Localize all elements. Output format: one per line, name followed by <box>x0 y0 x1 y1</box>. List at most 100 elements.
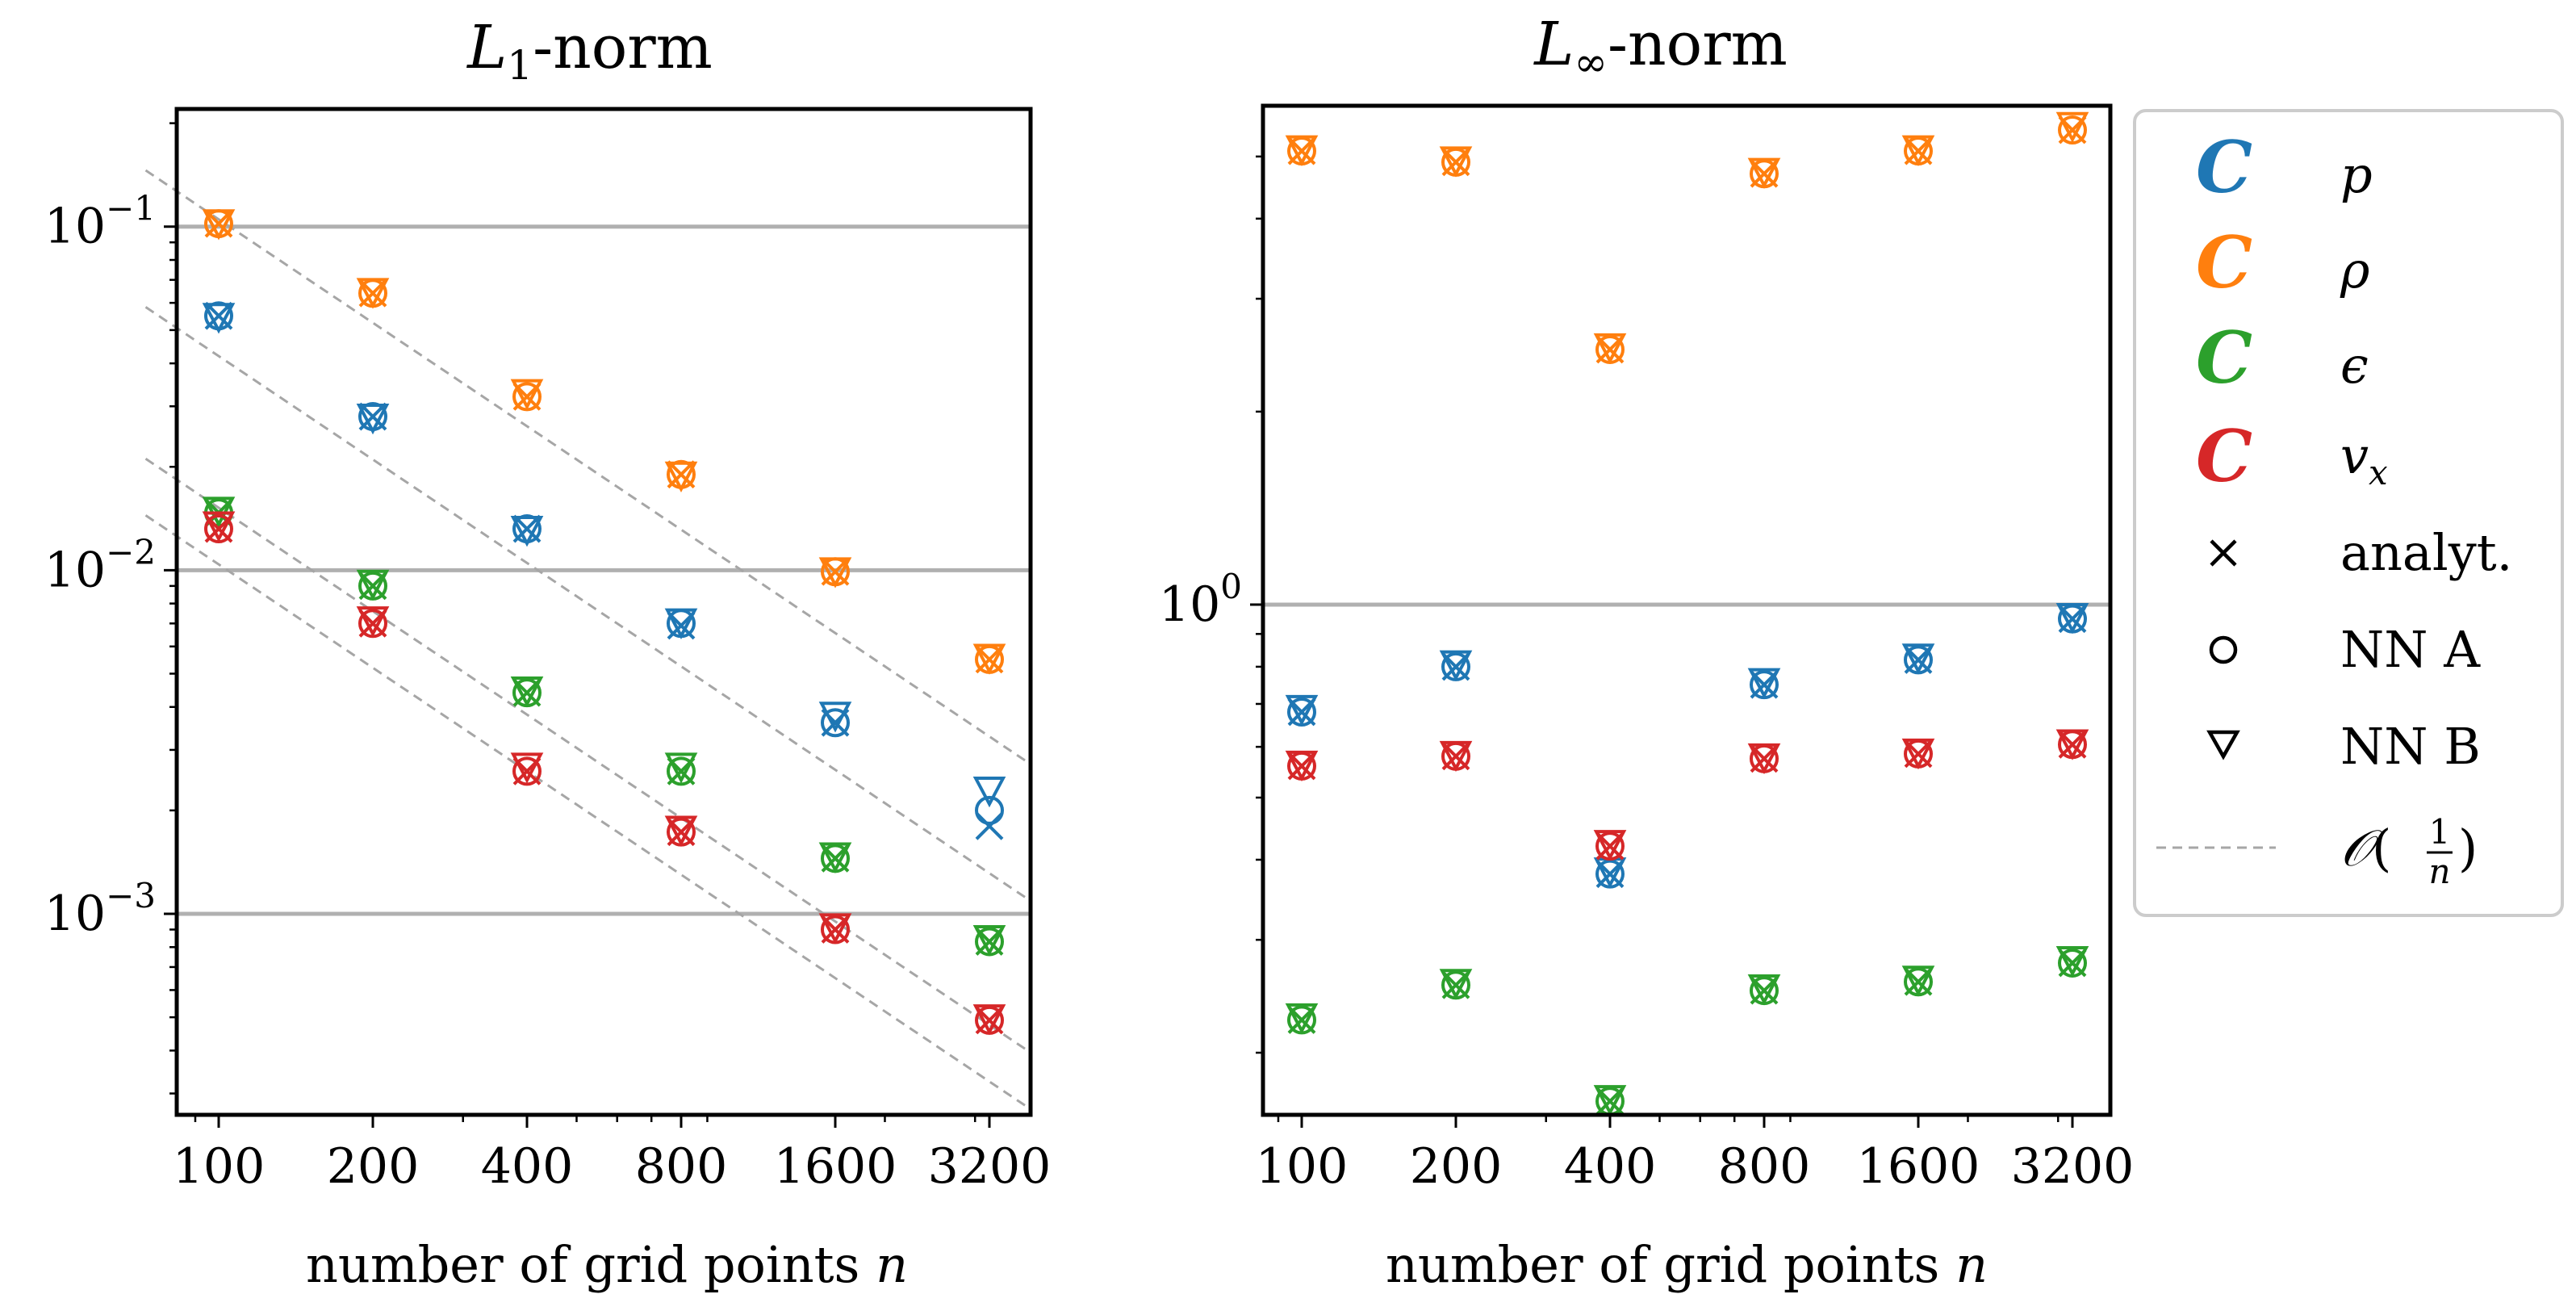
x-tick-label-1: 200 <box>1410 1138 1503 1195</box>
marker-nn-b-v_x-400 <box>510 752 544 784</box>
marker-nn-b-v_x-400 <box>1593 830 1627 861</box>
reference-line-3 <box>144 514 1031 1111</box>
marker-nn-b-p-1600 <box>1901 643 1935 675</box>
marker-nn-b-p-200 <box>1439 650 1473 681</box>
marker-nn-b-p-3200 <box>2055 603 2089 635</box>
marker-nn-b-v_x-3200 <box>972 1004 1006 1036</box>
y-tick-label-1: 10−2 <box>44 532 156 598</box>
marker-nn-a-v_x-400 <box>512 756 542 786</box>
marker-nn-b-v_x-100 <box>202 511 236 542</box>
legend-label-analyt: analyt. <box>2340 523 2512 582</box>
legend-label-nn-a: NN A <box>2340 620 2481 679</box>
marker-nn-b-epsilon-400 <box>510 676 544 708</box>
legend-swatch-epsilon: C <box>2196 316 2252 400</box>
marker-nn-b-v_x-1600 <box>1901 738 1935 770</box>
marker-nn-b-epsilon-200 <box>356 569 390 601</box>
x-tick-label-4: 1600 <box>774 1138 897 1195</box>
series-epsilon <box>1285 945 2089 1116</box>
legend-entry-reference: 𝒪( 1 n ) <box>2156 812 2478 891</box>
legend-marker-triangle-icon <box>2206 730 2240 760</box>
legend-marker-circle-icon <box>2209 635 2238 664</box>
marker-nn-a-epsilon-800 <box>667 756 696 786</box>
marker-nn-b-rho-400 <box>510 379 544 410</box>
legend-close-paren: ) <box>2458 819 2478 877</box>
marker-nn-b-v_x-200 <box>356 606 390 638</box>
marker-nn-b-rho-200 <box>1439 146 1473 178</box>
legend-entry-rho: C ρ <box>2196 220 2369 304</box>
marker-nn-b-v_x-800 <box>664 815 698 847</box>
marker-nn-b-epsilon-100 <box>202 496 236 528</box>
marker-nn-b-v_x-100 <box>1285 750 1319 782</box>
marker-nn-b-p-400 <box>510 516 544 547</box>
legend-swatch-rho: C <box>2196 220 2252 304</box>
marker-nn-b-rho-800 <box>664 461 698 492</box>
marker-nn-b-epsilon-3200 <box>972 925 1006 957</box>
x-tick-label-1: 200 <box>327 1138 420 1195</box>
x-tick-label-0: 100 <box>1256 1138 1349 1195</box>
series-rho <box>202 209 1006 675</box>
marker-nn-b-p-200 <box>356 404 390 435</box>
axes-frame <box>1261 103 2113 1117</box>
series-v_x <box>1285 729 2089 861</box>
marker-nn-b-v_x-800 <box>1747 743 1781 775</box>
legend-entry-p: C p <box>2196 125 2373 209</box>
legend-label-reference: 𝒪( <box>2340 819 2391 877</box>
marker-nn-b-epsilon-1600 <box>818 842 852 873</box>
linf-title: L∞-norm <box>1533 10 1788 86</box>
marker-nn-b-epsilon-1600 <box>1901 965 1935 997</box>
legend-label-nn-b: NN B <box>2340 717 2481 776</box>
marker-nn-a-p-1600 <box>821 708 850 738</box>
marker-nn-b-epsilon-100 <box>1285 1003 1319 1035</box>
y-tick-label-0: 10−1 <box>44 189 156 255</box>
legend-marker-x-icon <box>2210 539 2237 567</box>
y-tick-label-0: 100 <box>1159 567 1242 633</box>
marker-nn-b-v_x-1600 <box>818 913 852 945</box>
legend-frac-den: n <box>2428 852 2450 891</box>
linf-xlabel: number of grid points n <box>1386 1235 1988 1294</box>
linf-norm-panel: L∞-norm 100 200 400 800 1600 3200 100 number o… <box>1159 10 2134 1294</box>
legend-entry-epsilon: C ϵ <box>2196 316 2369 400</box>
marker-nn-b-p-800 <box>1747 668 1781 699</box>
x-tick-label-4: 1600 <box>1857 1138 1980 1195</box>
marker-nn-b-epsilon-200 <box>1439 969 1473 1000</box>
legend-label-vx: vx <box>2340 426 2388 492</box>
series-rho <box>1285 111 2089 365</box>
marker-nn-b-epsilon-800 <box>664 752 698 784</box>
marker-nn-b-rho-200 <box>356 278 390 309</box>
marker-nn-b-epsilon-400 <box>1593 1085 1627 1116</box>
y-tick-label-2: 10−3 <box>44 876 156 942</box>
legend-label-rho: ρ <box>2340 241 2369 299</box>
marker-nn-b-epsilon-3200 <box>2055 945 2089 978</box>
marker-nn-b-p-100 <box>1285 694 1319 727</box>
marker-nn-b-rho-3200 <box>972 643 1006 675</box>
legend-entry-nn-a: NN A <box>2209 620 2481 679</box>
legend-entry-analyt: analyt. <box>2210 523 2512 582</box>
axes-frame <box>174 107 1033 1117</box>
l1-title: L1-norm <box>466 13 713 89</box>
marker-nn-b-rho-100 <box>1285 135 1319 166</box>
reference-line-1 <box>144 306 1031 903</box>
series-p <box>202 301 1006 840</box>
marker-nn-b-rho-1600 <box>1901 135 1935 166</box>
marker-nn-b-p-1600 <box>818 702 852 733</box>
marker-nn-b-epsilon-800 <box>1747 974 1781 1006</box>
legend-frame <box>2133 109 2564 917</box>
reference-line-2 <box>144 458 1031 1054</box>
legend-swatch-p: C <box>2196 125 2252 209</box>
legend-label-epsilon: ϵ <box>2340 336 2369 395</box>
marker-nn-b-rho-1600 <box>818 557 852 588</box>
l1-xlabel: number of grid points n <box>306 1235 908 1294</box>
series-v_x <box>202 511 1006 1036</box>
marker-nn-b-rho-100 <box>202 209 236 241</box>
l1-norm-panel: L1-norm 100 200 400 800 1600 3200 10−1 10−2 10−3… <box>44 13 1052 1294</box>
marker-nn-b-v_x-200 <box>1439 740 1473 773</box>
marker-analyt-p-3200 <box>975 811 1004 840</box>
marker-nn-b-p-800 <box>664 608 698 639</box>
marker-nn-b-v_x-3200 <box>2055 729 2089 760</box>
legend-label-p: p <box>2340 145 2373 204</box>
legend-frac-num: 1 <box>2429 812 2451 852</box>
marker-nn-b-rho-3200 <box>2055 111 2089 144</box>
marker-nn-a-p-3200 <box>975 795 1004 825</box>
marker-nn-b-rho-400 <box>1593 333 1627 365</box>
